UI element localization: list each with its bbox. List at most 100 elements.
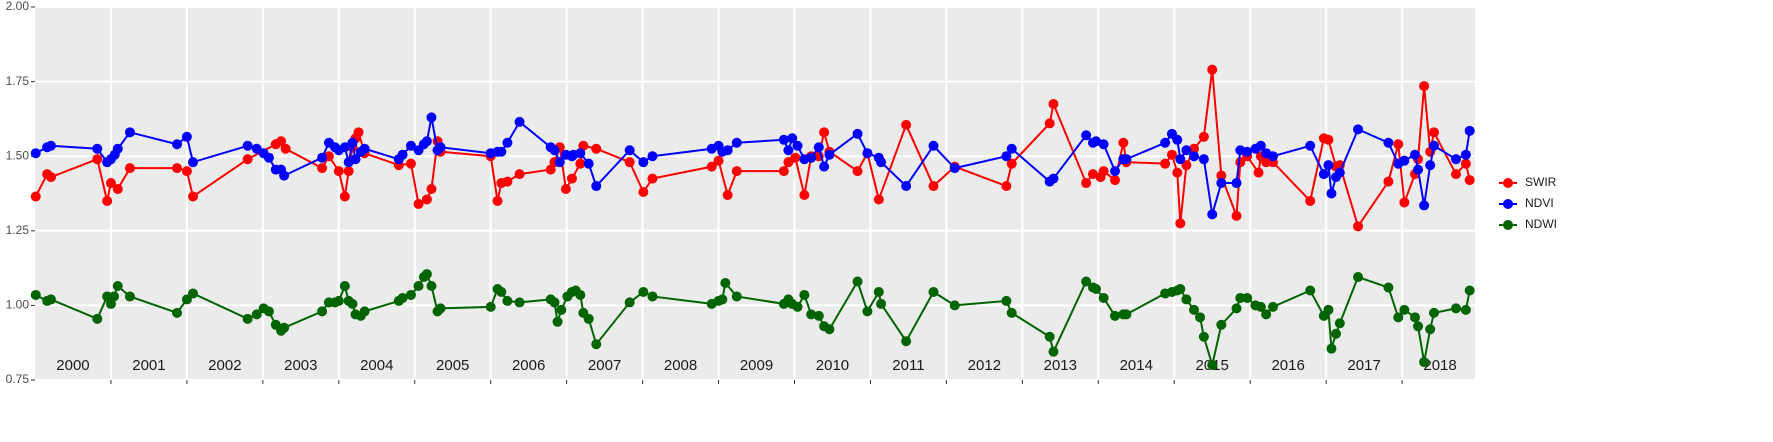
- point: [405, 158, 416, 169]
- point: [901, 119, 912, 130]
- point: [647, 291, 658, 302]
- point: [181, 131, 192, 142]
- year-label: 2005: [436, 357, 469, 374]
- point: [1207, 209, 1218, 220]
- point: [45, 294, 56, 305]
- point: [949, 163, 960, 174]
- point: [1464, 175, 1475, 186]
- point: [1198, 154, 1209, 165]
- point: [426, 184, 437, 195]
- point: [1181, 145, 1192, 156]
- point: [30, 191, 41, 202]
- point: [1006, 158, 1017, 169]
- point: [102, 195, 113, 206]
- legend-key: [1503, 199, 1513, 209]
- point: [1425, 160, 1436, 171]
- year-label: 2016: [1271, 357, 1304, 374]
- year-label: 2004: [360, 357, 393, 374]
- point: [413, 198, 424, 209]
- point: [813, 310, 824, 321]
- point: [783, 145, 794, 156]
- point: [1216, 319, 1227, 330]
- point: [813, 142, 824, 153]
- point: [251, 309, 262, 320]
- point: [1451, 169, 1462, 180]
- point: [624, 157, 635, 168]
- point: [421, 194, 432, 205]
- point: [30, 148, 41, 159]
- point: [928, 140, 939, 151]
- point: [333, 166, 344, 177]
- point: [554, 157, 565, 168]
- point: [1393, 139, 1404, 150]
- point: [787, 133, 798, 144]
- point: [112, 184, 123, 195]
- point: [92, 154, 103, 165]
- point: [1383, 176, 1394, 187]
- point: [1160, 137, 1171, 148]
- point: [575, 158, 586, 169]
- point: [1216, 178, 1227, 189]
- point: [124, 291, 135, 302]
- point: [92, 143, 103, 154]
- point: [435, 142, 446, 153]
- point: [1098, 292, 1109, 303]
- point: [717, 294, 728, 305]
- point: [1410, 312, 1420, 323]
- y-tick-label: 1.25: [6, 223, 30, 237]
- point: [502, 137, 513, 148]
- point: [1261, 309, 1272, 320]
- point: [1410, 149, 1420, 160]
- point: [1044, 118, 1055, 129]
- point: [731, 291, 742, 302]
- year-label: 2009: [740, 357, 773, 374]
- legend-key: [1503, 178, 1513, 188]
- point: [624, 297, 635, 308]
- point: [1166, 149, 1177, 160]
- point: [1399, 155, 1410, 166]
- point: [1175, 154, 1186, 165]
- point: [720, 278, 731, 289]
- point: [1110, 310, 1120, 321]
- point: [852, 128, 863, 139]
- point: [1098, 139, 1109, 150]
- point: [405, 289, 416, 300]
- year-label: 2006: [512, 357, 545, 374]
- point: [778, 166, 789, 177]
- point: [1425, 324, 1436, 335]
- point: [1242, 292, 1253, 303]
- point: [339, 142, 350, 153]
- point: [1188, 151, 1199, 162]
- point: [1353, 124, 1364, 135]
- point: [426, 112, 437, 123]
- point: [790, 152, 801, 163]
- point: [514, 297, 525, 308]
- point: [549, 297, 560, 308]
- point: [862, 306, 873, 317]
- point: [263, 306, 274, 317]
- point: [1181, 294, 1192, 305]
- point: [928, 286, 939, 297]
- point: [647, 173, 658, 184]
- point: [242, 140, 253, 151]
- point: [405, 140, 416, 151]
- point: [862, 148, 873, 159]
- point: [502, 176, 513, 187]
- legend-key: [1503, 220, 1513, 230]
- point: [339, 191, 350, 202]
- point: [591, 181, 602, 192]
- point: [824, 324, 835, 335]
- point: [347, 137, 358, 148]
- point: [359, 306, 370, 317]
- point: [1326, 343, 1337, 354]
- point: [638, 157, 649, 168]
- point: [1383, 137, 1394, 148]
- point: [496, 286, 507, 297]
- point: [1175, 283, 1186, 294]
- point: [1460, 304, 1471, 315]
- y-tick-label: 1.00: [6, 298, 30, 312]
- point: [1383, 282, 1394, 293]
- point: [105, 178, 116, 189]
- point: [279, 170, 290, 181]
- point: [242, 313, 253, 324]
